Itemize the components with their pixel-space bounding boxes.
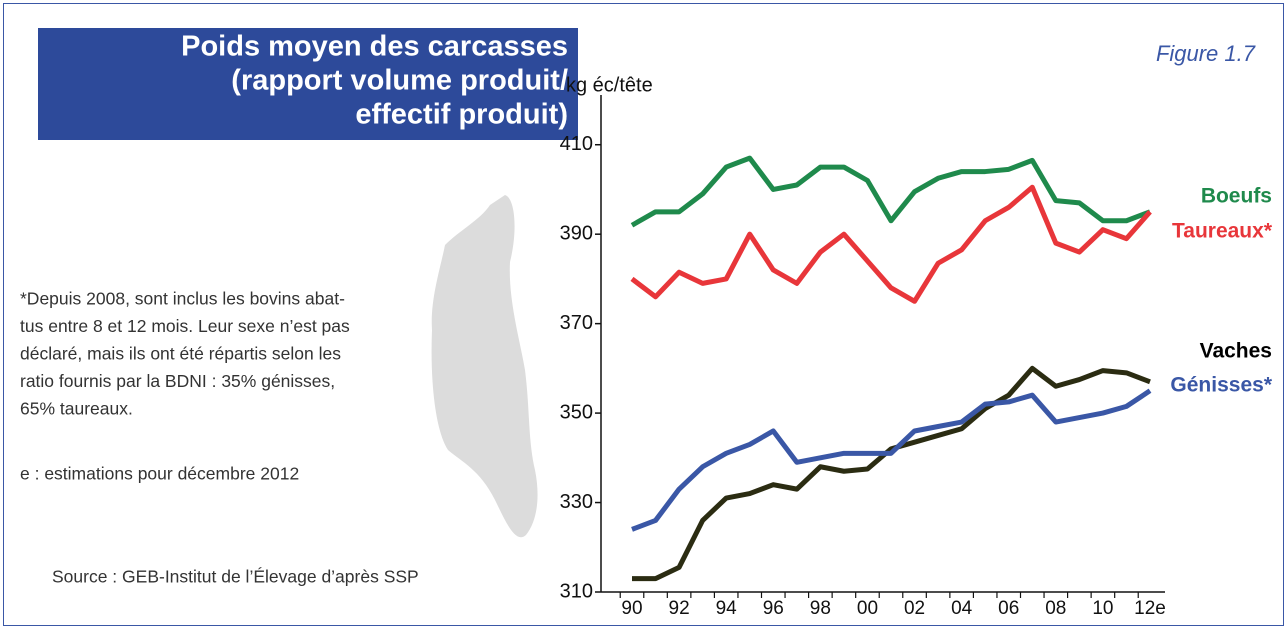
page: {"chart_data": { "type": "line", "title_… [0, 0, 1287, 630]
y-tick-label: 390 [560, 222, 593, 244]
chart-title: (rapport volume produit/ [231, 65, 568, 97]
chart-title: Poids moyen des carcasses [181, 31, 568, 63]
x-tick-label: 08 [1045, 598, 1066, 619]
y-tick-label: 310 [560, 580, 593, 602]
y-axis-label: kg éc/tête [566, 74, 653, 96]
note: *Depuis 2008, sont inclus les bovins aba… [20, 289, 345, 309]
series-line [632, 391, 1150, 530]
x-tick-label: 92 [669, 598, 690, 619]
note: 65% taureaux. [20, 399, 133, 419]
x-tick-label: 02 [904, 598, 925, 619]
y-tick-label: 350 [560, 401, 593, 423]
x-tick-label: 12e [1134, 598, 1166, 619]
y-tick-label: 410 [560, 133, 593, 155]
y-tick-label: 370 [560, 312, 593, 334]
source: Source : GEB-Institut de l’Élevage d’apr… [52, 567, 419, 587]
y-tick-label: 330 [560, 491, 593, 513]
x-tick-label: 94 [716, 598, 738, 619]
figure-label: Figure 1.7 [1156, 41, 1256, 66]
x-tick-label: 04 [951, 598, 973, 619]
chart: Poids moyen des carcasses(rapport volume… [0, 0, 1287, 630]
x-tick-label: 06 [998, 598, 1019, 619]
series-label: Génisses* [1170, 374, 1272, 397]
x-tick-label: 00 [857, 598, 878, 619]
estimate-note: e : estimations pour décembre 2012 [20, 464, 299, 484]
series-line [632, 368, 1150, 578]
note: ratio fournis par la BDNI : 35% génisses… [20, 371, 335, 391]
x-tick-label: 10 [1092, 598, 1113, 619]
series-label: Taureaux* [1172, 220, 1273, 243]
series-label: Vaches [1200, 340, 1272, 363]
x-tick-label: 96 [763, 598, 784, 619]
cow-silhouette [432, 195, 538, 537]
series-line [632, 158, 1150, 225]
note: déclaré, mais ils ont été répartis selon… [20, 344, 341, 364]
note: tus entre 8 et 12 mois. Leur sexe n’est … [20, 316, 350, 336]
x-tick-label: 98 [810, 598, 831, 619]
series-label: Boeufs [1201, 185, 1272, 208]
chart-title: effectif produit) [355, 99, 568, 131]
x-tick-label: 90 [621, 598, 642, 619]
